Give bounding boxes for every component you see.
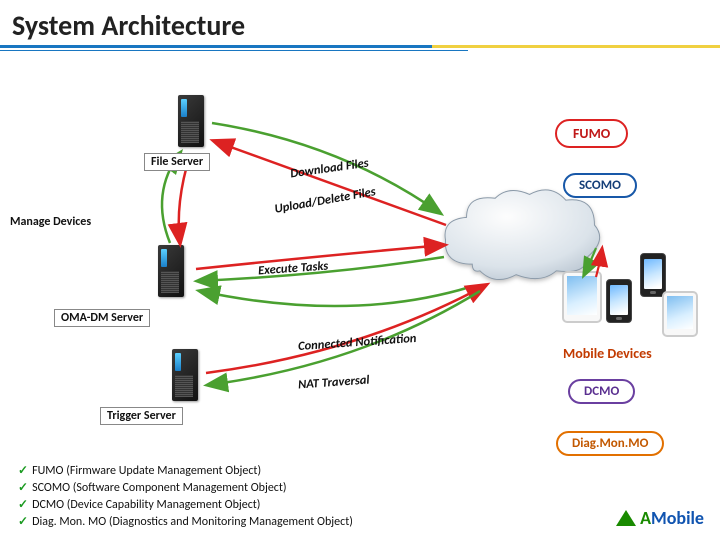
title-bar: System Architecture bbox=[0, 0, 720, 45]
tablet-icon bbox=[662, 291, 698, 337]
legend-item: ✓Diag. Mon. MO (Diagnostics and Monitori… bbox=[18, 514, 353, 529]
check-icon: ✓ bbox=[18, 464, 28, 478]
diagram-canvas: File Server Manage Devices OMA-DM Server… bbox=[0, 53, 720, 543]
diagmon-pill: Diag.Mon.MO bbox=[556, 431, 664, 456]
page-title: System Architecture bbox=[12, 8, 708, 43]
phone-icon bbox=[606, 279, 632, 323]
flow-nat: NAT Traversal bbox=[298, 373, 370, 393]
flow-download: Download Files bbox=[289, 156, 369, 182]
legend-item: ✓DCMO (Device Capability Management Obje… bbox=[18, 497, 353, 512]
scomo-pill: SCOMO bbox=[563, 173, 637, 198]
tablet-icon bbox=[562, 271, 602, 323]
flow-connected: Connected Notification bbox=[298, 331, 417, 354]
legend-item: ✓FUMO (Firmware Update Management Object… bbox=[18, 463, 353, 478]
legend: ✓FUMO (Firmware Update Management Object… bbox=[18, 461, 353, 531]
flow-execute: Execute Tasks bbox=[258, 259, 329, 279]
fumo-pill: FUMO bbox=[555, 119, 628, 148]
check-icon: ✓ bbox=[18, 498, 28, 512]
check-icon: ✓ bbox=[18, 515, 28, 529]
file-server-label: File Server bbox=[144, 153, 210, 171]
trigger-server-label: Trigger Server bbox=[100, 407, 183, 425]
file-server-icon bbox=[178, 95, 212, 155]
mobile-devices-label: Mobile Devices bbox=[563, 345, 652, 362]
divider bbox=[0, 45, 720, 53]
manage-devices-label: Manage Devices bbox=[10, 215, 91, 229]
flow-upload: Upload/Delete Files bbox=[273, 184, 376, 217]
check-icon: ✓ bbox=[18, 481, 28, 495]
phone-icon bbox=[640, 253, 666, 297]
amobile-logo: AMobile bbox=[616, 507, 704, 529]
trigger-server-icon bbox=[172, 349, 206, 409]
logo-triangle-icon bbox=[616, 510, 636, 526]
logo-text: AMobile bbox=[640, 507, 704, 529]
dcmo-pill: DCMO bbox=[568, 379, 635, 404]
legend-item: ✓SCOMO (Software Component Management Ob… bbox=[18, 480, 353, 495]
oma-dm-label: OMA-DM Server bbox=[54, 309, 150, 327]
oma-dm-server-icon bbox=[158, 245, 192, 305]
